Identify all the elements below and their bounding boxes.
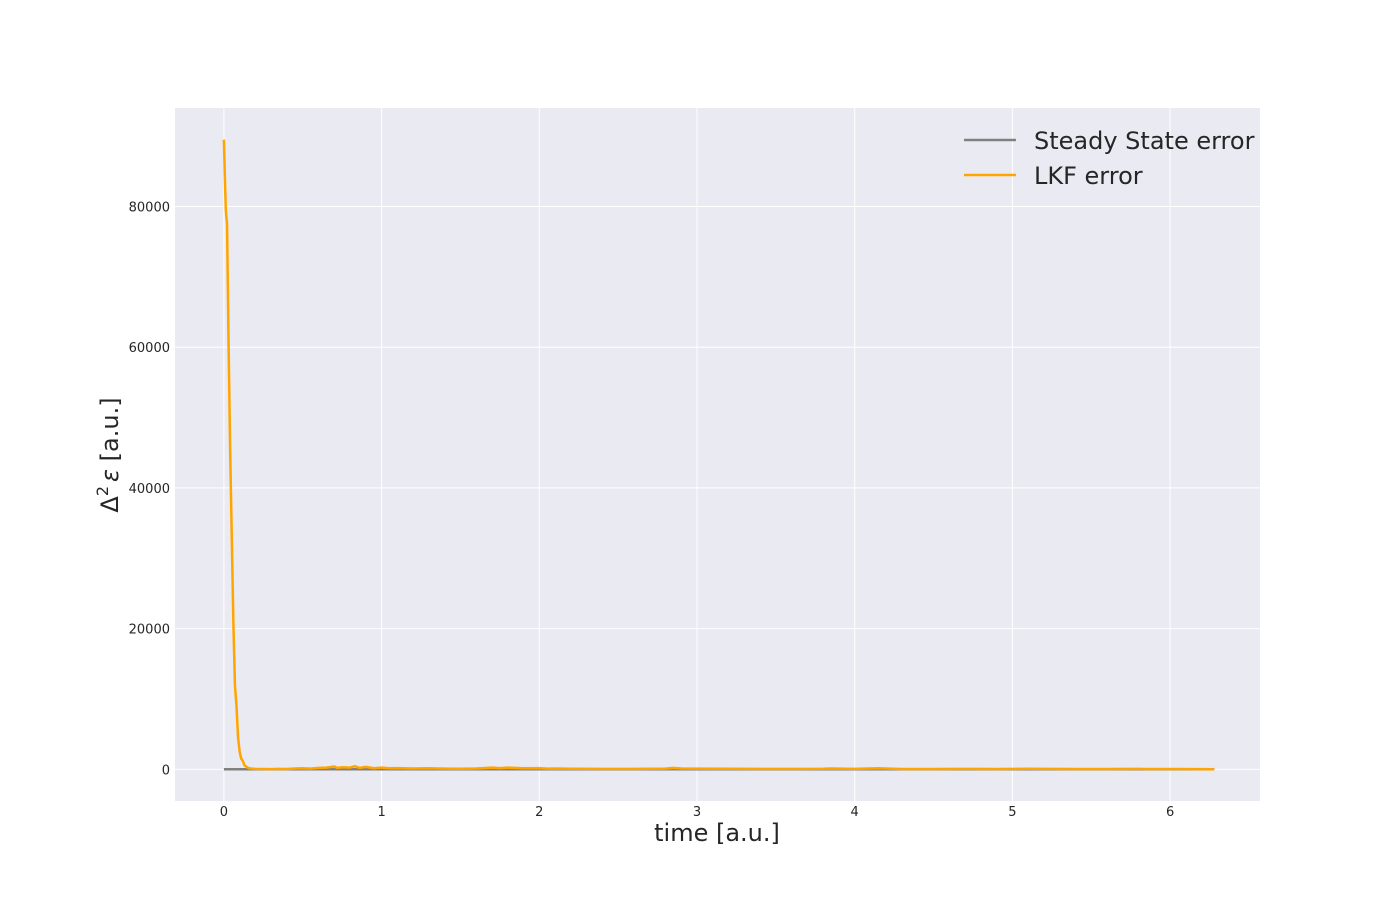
- x-tick-labels: 0 1 2 3 4 5 6: [220, 805, 1175, 820]
- y-axis-label: Δ2 ε [a.u.]: [93, 397, 124, 512]
- plot-background: [175, 108, 1260, 801]
- x-tick-label: 3: [693, 805, 701, 820]
- legend: Steady State error LKF error: [964, 127, 1255, 190]
- x-tick-label: 2: [535, 805, 543, 820]
- x-tick-label: 1: [377, 805, 385, 820]
- lkf-error-line: [222, 139, 1215, 771]
- x-tick-label: 4: [851, 805, 859, 820]
- series-lines: [222, 139, 1215, 771]
- y-tick-label: 20000: [129, 623, 170, 638]
- y-axis-label-suffix: [a.u.]: [96, 397, 124, 469]
- legend-label-lkf: LKF error: [1034, 162, 1143, 190]
- y-axis-label-symbol: ε: [96, 469, 124, 482]
- y-axis-label-superscript: 2: [93, 486, 112, 496]
- y-tick-labels: 0 20000 40000 60000 80000: [129, 200, 170, 778]
- x-axis-label: time [a.u.]: [654, 819, 780, 847]
- legend-label-steady-state: Steady State error: [1034, 127, 1255, 155]
- y-tick-label: 40000: [129, 482, 170, 497]
- y-axis-label-prefix: Δ: [96, 496, 124, 513]
- y-tick-label: 60000: [129, 341, 170, 356]
- y-tick-label: 80000: [129, 200, 170, 215]
- y-tick-label: 0: [162, 763, 170, 778]
- x-tick-label: 6: [1166, 805, 1174, 820]
- x-tick-label: 5: [1008, 805, 1016, 820]
- grid: [175, 108, 1260, 801]
- x-tick-label: 0: [220, 805, 228, 820]
